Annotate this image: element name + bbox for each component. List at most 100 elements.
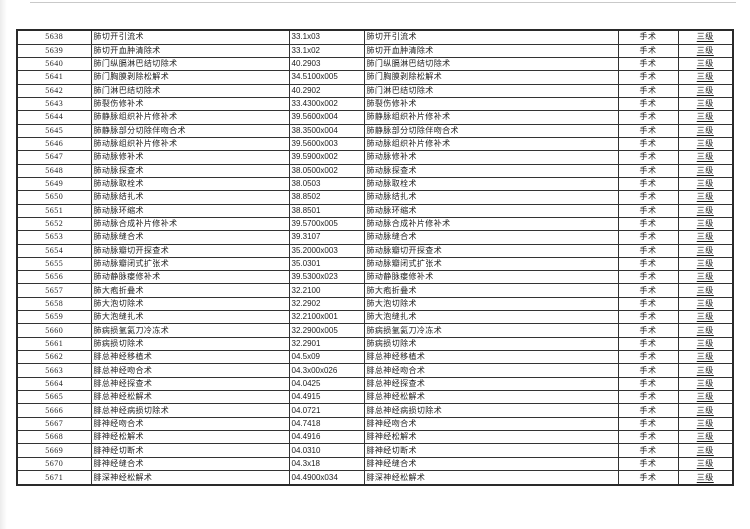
level-cell: 三级 xyxy=(677,29,734,45)
level-cell: 三级 xyxy=(677,296,734,312)
procedure-name-cell: 肺大泡切除术 xyxy=(90,296,290,312)
category-cell: 手术 xyxy=(617,416,679,432)
procedure-name-repeat-cell: 腓神经切断术 xyxy=(363,443,619,458)
table-row: 5662 腓总神经移植术 04.5x09 腓总神经移植术 手术 三级 xyxy=(16,350,734,365)
row-number-cell: 5669 xyxy=(16,443,92,458)
icd-code-cell: 38.8502 xyxy=(288,190,365,205)
category-cell: 手术 xyxy=(617,376,679,392)
category-cell: 手术 xyxy=(617,363,679,378)
procedure-name-cell: 肺动静脉瘘修补术 xyxy=(90,270,290,285)
icd-code-cell: 04.0310 xyxy=(288,443,365,458)
row-number-cell: 5640 xyxy=(16,56,92,72)
table-row: 5657 肺大疱折叠术 32.2100 肺大疱折叠术 手术 三级 xyxy=(16,283,734,298)
level-text: 三级 xyxy=(696,285,714,295)
procedure-name-cell: 腓总神经病损切除术 xyxy=(90,403,290,418)
table-row: 5665 腓总神经松解术 04.4915 腓总神经松解术 手术 三级 xyxy=(16,390,734,405)
procedure-name-repeat-cell: 肺切开引流术 xyxy=(363,29,619,45)
icd-code-cell: 35.2000x003 xyxy=(288,243,365,258)
icd-code-cell: 38.0503 xyxy=(288,176,365,192)
procedure-name-repeat-cell: 肺大泡缝扎术 xyxy=(363,310,619,325)
icd-code-cell: 04.4900x034 xyxy=(288,470,365,486)
level-text: 三级 xyxy=(696,272,714,282)
icd-code-cell: 39.5900x002 xyxy=(288,150,365,165)
category-cell: 手术 xyxy=(617,283,679,298)
procedure-name-repeat-cell: 肺门淋巴结切除术 xyxy=(363,83,619,98)
category-cell: 手术 xyxy=(617,296,679,312)
procedure-name-cell: 肺静脉组织补片修补术 xyxy=(90,110,290,125)
level-cell: 三级 xyxy=(677,350,734,365)
level-cell: 三级 xyxy=(677,430,734,445)
procedure-name-repeat-cell: 肺动脉瓣闭式扩张术 xyxy=(363,256,619,272)
procedure-name-repeat-cell: 肺动脉组织补片修补术 xyxy=(363,136,619,152)
procedure-name-repeat-cell: 肺动脉环缩术 xyxy=(363,203,619,218)
level-cell: 三级 xyxy=(677,70,734,85)
level-text: 三级 xyxy=(696,405,714,415)
table-row: 5668 腓神经松解术 04.4916 腓神经松解术 手术 三级 xyxy=(16,430,734,445)
row-number-cell: 5643 xyxy=(16,96,92,112)
procedure-name-repeat-cell: 肺动脉瓣切开探查术 xyxy=(363,243,619,258)
category-cell: 手术 xyxy=(617,230,679,245)
level-text: 三级 xyxy=(696,232,714,242)
level-cell: 三级 xyxy=(677,83,734,98)
level-cell: 三级 xyxy=(677,203,734,218)
level-text: 三级 xyxy=(696,125,714,135)
procedure-name-repeat-cell: 腓总神经探查术 xyxy=(363,376,619,392)
category-cell: 手术 xyxy=(617,256,679,272)
procedure-name-repeat-cell: 肺门胸膜剥除松解术 xyxy=(363,70,619,85)
table-row: 5645 肺静脉部分切除伴吻合术 38.3500x004 肺静脉部分切除伴吻合术… xyxy=(16,123,734,138)
row-number-cell: 5668 xyxy=(16,430,92,445)
procedure-name-cell: 腓总神经吻合术 xyxy=(90,363,290,378)
row-number-cell: 5639 xyxy=(16,43,92,58)
icd-code-cell: 33.1x02 xyxy=(288,43,365,58)
procedure-name-repeat-cell: 腓神经吻合术 xyxy=(363,416,619,432)
level-text: 三级 xyxy=(696,205,714,215)
row-number-cell: 5667 xyxy=(16,416,92,432)
procedure-name-cell: 肺动脉探查术 xyxy=(90,163,290,178)
procedure-name-repeat-cell: 肺裂伤修补术 xyxy=(363,96,619,112)
procedure-name-repeat-cell: 肺大疱折叠术 xyxy=(363,283,619,298)
row-number-cell: 5641 xyxy=(16,70,92,85)
icd-code-cell: 04.4915 xyxy=(288,390,365,405)
level-cell: 三级 xyxy=(677,243,734,258)
procedure-name-cell: 腓神经缝合术 xyxy=(90,456,290,472)
level-text: 三级 xyxy=(696,312,714,322)
level-text: 三级 xyxy=(696,72,714,82)
level-cell: 三级 xyxy=(677,56,734,72)
level-cell: 三级 xyxy=(677,416,734,432)
level-cell: 三级 xyxy=(677,456,734,472)
procedure-name-repeat-cell: 肺动脉探查术 xyxy=(363,163,619,178)
procedure-name-repeat-cell: 肺动脉结扎术 xyxy=(363,190,619,205)
procedure-name-cell: 肺动脉结扎术 xyxy=(90,190,290,205)
row-number-cell: 5642 xyxy=(16,83,92,98)
table-row: 5669 腓神经切断术 04.0310 腓神经切断术 手术 三级 xyxy=(16,443,734,458)
level-text: 三级 xyxy=(696,258,714,268)
level-text: 三级 xyxy=(696,432,714,442)
procedure-name-repeat-cell: 腓总神经移植术 xyxy=(363,350,619,365)
row-number-cell: 5664 xyxy=(16,376,92,392)
row-number-cell: 5670 xyxy=(16,456,92,472)
level-cell: 三级 xyxy=(677,230,734,245)
row-number-cell: 5663 xyxy=(16,363,92,378)
table-row: 5648 肺动脉探查术 38.0500x002 肺动脉探查术 手术 三级 xyxy=(16,163,734,178)
row-number-cell: 5666 xyxy=(16,403,92,418)
level-text: 三级 xyxy=(696,32,714,42)
level-text: 三级 xyxy=(696,352,714,362)
row-number-cell: 5655 xyxy=(16,256,92,272)
icd-code-cell: 32.2100x001 xyxy=(288,310,365,325)
icd-code-cell: 40.2903 xyxy=(288,56,365,72)
procedure-name-repeat-cell: 肺动脉修补术 xyxy=(363,150,619,165)
level-text: 三级 xyxy=(696,165,714,175)
procedure-name-repeat-cell: 肺静脉部分切除伴吻合术 xyxy=(363,123,619,138)
icd-code-cell: 39.3107 xyxy=(288,230,365,245)
level-cell: 三级 xyxy=(677,43,734,58)
row-number-cell: 5659 xyxy=(16,310,92,325)
icd-code-cell: 04.3x00x026 xyxy=(288,363,365,378)
category-cell: 手术 xyxy=(617,70,679,85)
procedure-name-repeat-cell: 肺动脉缝合术 xyxy=(363,230,619,245)
category-cell: 手术 xyxy=(617,243,679,258)
procedure-name-repeat-cell: 腓神经缝合术 xyxy=(363,456,619,472)
table-row: 5652 肺动脉合成补片修补术 39.5700x005 肺动脉合成补片修补术 手… xyxy=(16,216,734,232)
level-text: 三级 xyxy=(696,139,714,149)
level-text: 三级 xyxy=(696,59,714,69)
table-row: 5644 肺静脉组织补片修补术 39.5600x004 肺静脉组织补片修补术 手… xyxy=(16,110,734,125)
